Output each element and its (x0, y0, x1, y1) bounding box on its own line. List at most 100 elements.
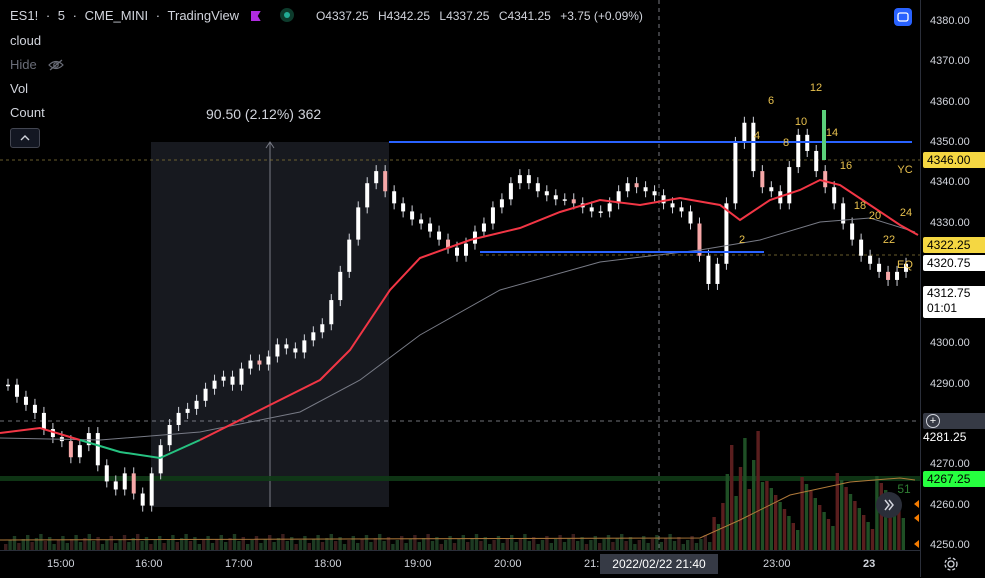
candle-body (338, 271, 343, 301)
candle-body (760, 171, 765, 188)
price-tick: 4290.00 (930, 377, 970, 390)
candle-body (329, 300, 334, 325)
volume-bar (408, 539, 413, 550)
volume-bar (562, 542, 567, 550)
volume-bar (461, 535, 465, 550)
candle-body (859, 239, 864, 256)
symbol-name[interactable]: ES1! (10, 8, 39, 23)
volume-bar (686, 540, 690, 550)
candle-body (508, 183, 513, 200)
volume-bar (514, 542, 518, 550)
count-label: 20 (869, 210, 881, 222)
volume-bar (329, 534, 333, 550)
volume-bar (118, 539, 122, 550)
candle-body (194, 400, 199, 409)
candle-body (625, 183, 630, 192)
volume-bar (122, 535, 127, 550)
candle-body (347, 239, 352, 272)
eq-label: EQ (897, 259, 913, 271)
volume-bar (796, 530, 800, 550)
indicator-hide[interactable]: Hide (10, 57, 65, 74)
volume-bar (400, 536, 404, 550)
volume-bar (188, 541, 193, 550)
hide-label[interactable]: Hide (10, 57, 37, 72)
volume-bar (901, 518, 905, 550)
volume-bar (351, 536, 355, 550)
volume-bar (347, 540, 351, 550)
volume-bar (8, 540, 12, 550)
level-high-tag: 4346.00 (923, 152, 985, 168)
volume-bar (74, 535, 78, 550)
candle-body (428, 223, 433, 232)
indicator-cloud[interactable]: cloud (10, 33, 42, 48)
volume-bar (131, 538, 135, 550)
volume-bar (65, 543, 69, 550)
volume-bar (571, 534, 575, 550)
candle-body (149, 473, 154, 506)
candle-body (679, 207, 684, 212)
volume-bar (699, 539, 703, 550)
candle-body (6, 384, 10, 387)
volume-bar (633, 544, 637, 550)
volume-bar (30, 542, 34, 550)
flag-icon[interactable] (250, 11, 261, 21)
volume-bar (422, 538, 426, 550)
low-value: L4337.25 (439, 9, 490, 23)
settings-icon[interactable] (943, 556, 959, 572)
volume-bar (730, 445, 734, 550)
candle-body (374, 171, 379, 184)
fullscreen-button[interactable] (894, 8, 912, 26)
volume-bar (681, 544, 685, 550)
volume-bar (136, 534, 140, 550)
candle-body (526, 175, 531, 184)
volume-bar (369, 542, 373, 550)
time-tick: 23 (863, 558, 876, 570)
marker-triangle (914, 514, 919, 522)
volume-bar (527, 541, 531, 550)
volume-bar (611, 542, 615, 550)
time-axis[interactable]: 15:00 16:00 17:00 18:00 19:00 20:00 21: … (0, 550, 920, 578)
candle-body (841, 203, 846, 224)
volume-bar (813, 498, 817, 550)
count-label: 2 (739, 234, 745, 246)
volume-bar (224, 542, 228, 550)
price-axis[interactable]: 4380.00 4370.00 4360.00 4350.00 4340.00 4330.… (920, 0, 985, 577)
price-tick: 4340.00 (930, 176, 970, 189)
eye-off-icon[interactable] (48, 59, 65, 74)
candle-body (455, 247, 460, 256)
volume-bar (246, 544, 250, 550)
collapse-legend-button[interactable] (10, 128, 40, 148)
count-label: 12 (810, 82, 822, 94)
candle-body (643, 187, 648, 192)
add-alert-icon[interactable]: + (926, 414, 940, 428)
volume-bar (655, 535, 659, 550)
candle-body (14, 384, 19, 397)
volume-bar (809, 491, 813, 550)
volume-bar (70, 539, 74, 550)
volume-bar (444, 540, 448, 550)
interval-label[interactable]: 5 (57, 8, 66, 23)
marker-triangle (914, 540, 919, 548)
indicator-count[interactable]: Count (10, 105, 45, 120)
candle-body (733, 142, 738, 204)
volume-bar (721, 503, 725, 550)
volume-bar (602, 539, 606, 550)
candle-body (302, 340, 307, 353)
crosshair-price: 4281.25 (923, 430, 967, 444)
count-label: 8 (783, 137, 789, 149)
chart-pane[interactable]: 6 12 4 10 8 14 16 18 20 24 22 2 YC EQ 51 ES1! · 5 · CM… (0, 0, 920, 550)
market-open-icon (280, 8, 295, 22)
volume-bar (668, 534, 672, 550)
candle-body (499, 199, 504, 208)
candle-body (463, 243, 468, 256)
indicator-vol[interactable]: Vol (10, 81, 29, 96)
volume-bar (83, 538, 87, 550)
scroll-to-realtime-button[interactable] (876, 492, 902, 518)
volume-bar (593, 536, 597, 550)
volume-bar (769, 488, 773, 550)
volume-bar (232, 534, 237, 550)
symbol-legend[interactable]: ES1! · 5 · CME_MINI · TradingView O4337.… (10, 8, 649, 23)
volume-bar (404, 543, 408, 550)
volume-bar (158, 536, 162, 550)
